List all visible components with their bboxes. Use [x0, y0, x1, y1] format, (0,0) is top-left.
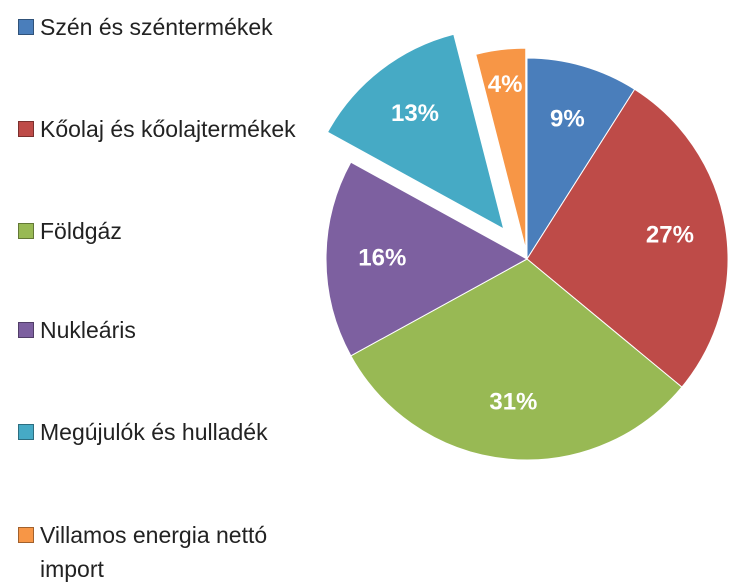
legend-item: Nukleáris	[18, 313, 302, 347]
legend-label: Villamos energia nettó import	[40, 522, 268, 582]
legend-swatch	[18, 424, 34, 440]
data-label: 27%	[646, 222, 694, 249]
legend-label: Kőolaj és kőolajtermékek	[40, 116, 296, 142]
legend-item: Kőolaj és kőolajtermékek	[18, 112, 302, 146]
legend-label: Földgáz	[40, 218, 122, 244]
legend-label: Szén és széntermékek	[40, 14, 273, 40]
legend-item: Földgáz	[18, 214, 302, 248]
pie-slice	[350, 258, 683, 461]
legend-swatch	[18, 322, 34, 338]
legend-item: Megújulók és hulladék	[18, 415, 302, 449]
pie-slice	[326, 33, 505, 230]
legend-item: Villamos energia nettó import	[18, 518, 302, 586]
data-label: 31%	[489, 388, 537, 415]
pie-slice	[325, 161, 529, 357]
data-label: 13%	[391, 100, 439, 127]
legend-label: Nukleáris	[40, 317, 136, 343]
legend-item: Szén és széntermékek	[18, 10, 302, 44]
legend-label: Megújulók és hulladék	[40, 419, 268, 445]
legend-swatch	[18, 223, 34, 239]
data-label: 4%	[488, 71, 523, 98]
data-label: 16%	[358, 244, 406, 271]
pie-slice	[526, 88, 729, 388]
legend-swatch	[18, 19, 34, 35]
legend-swatch	[18, 527, 34, 543]
legend-swatch	[18, 121, 34, 137]
data-label: 9%	[550, 105, 585, 132]
pie-slice	[526, 57, 636, 261]
pie-slice	[475, 47, 527, 250]
